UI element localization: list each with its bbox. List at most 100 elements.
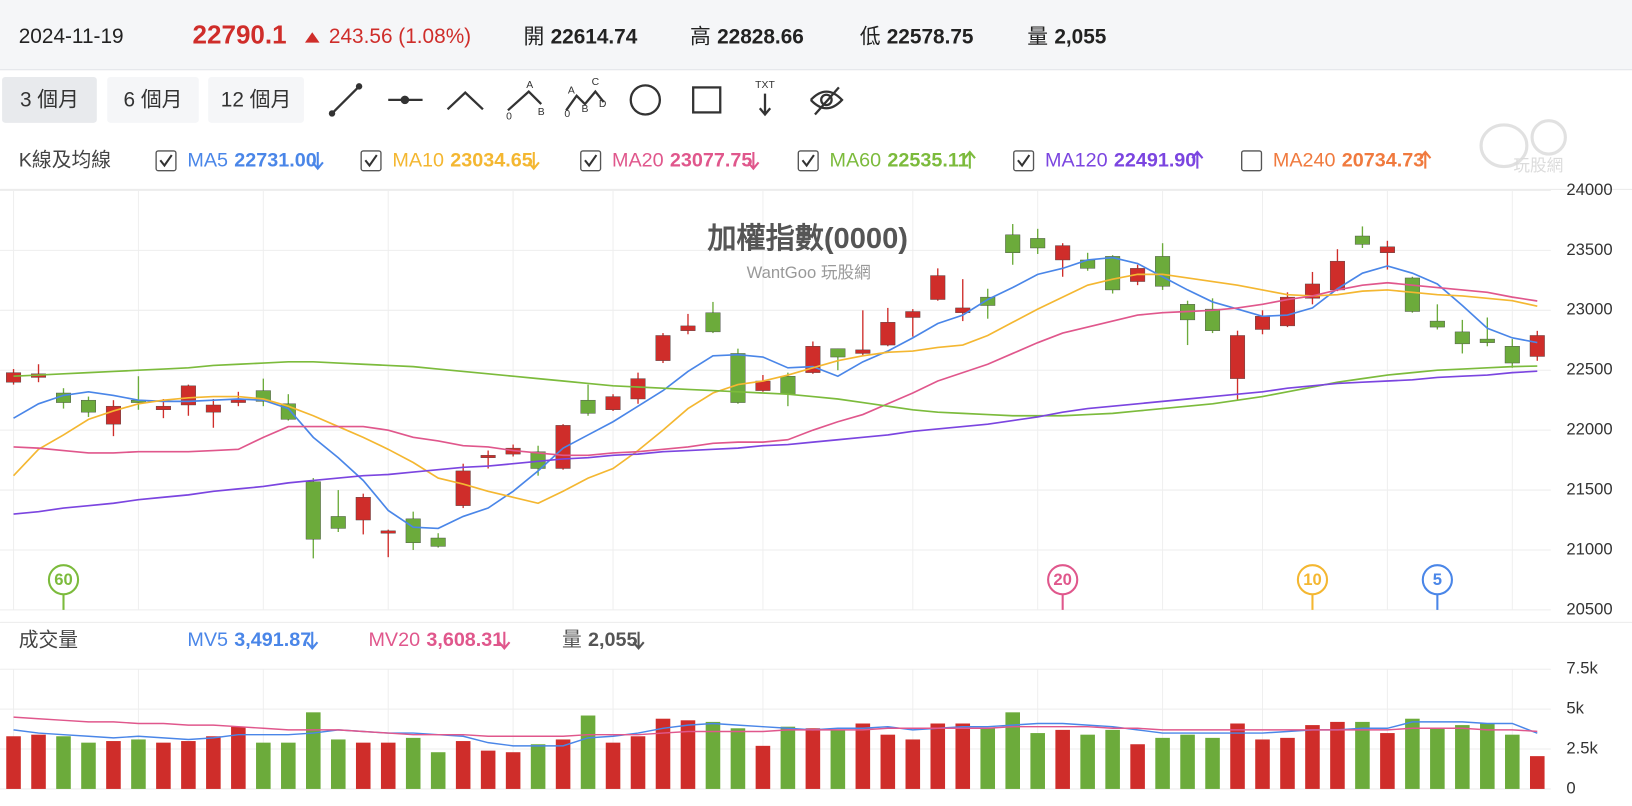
- volume-bar: [1480, 723, 1495, 789]
- trend-arrow: [306, 631, 319, 651]
- tool-dot: [400, 95, 410, 105]
- legend-item[interactable]: MA5 22731.00: [155, 150, 324, 172]
- tool-hide[interactable]: [809, 86, 844, 116]
- tool-line[interactable]: [331, 85, 360, 115]
- stat-label: 開: [524, 25, 545, 48]
- volume-bar: [181, 741, 196, 789]
- volume-bar: [555, 739, 571, 789]
- volume-bar: [1380, 733, 1395, 789]
- candle-body: [1429, 320, 1445, 328]
- y-tick-label: 24000: [1566, 180, 1612, 199]
- marker: [1296, 564, 1329, 596]
- legend-text: MA240 20734.73: [1273, 150, 1424, 172]
- y-tick-label: 21500: [1566, 479, 1612, 498]
- range-label[interactable]: 3 個月: [20, 88, 79, 111]
- stat: 量 2,055: [1027, 25, 1106, 48]
- tool-rect[interactable]: [692, 86, 722, 114]
- logo: 玩股網: [1479, 119, 1567, 175]
- volume-bar: [1130, 744, 1145, 789]
- legend-text: MA60 22535.11: [830, 150, 969, 172]
- tool-abcd[interactable]: [565, 89, 605, 111]
- range-button[interactable]: [107, 77, 199, 123]
- checkbox[interactable]: [580, 150, 602, 172]
- legend-name: MA240: [1273, 150, 1336, 172]
- trend-arrow: [747, 151, 760, 171]
- checkbox[interactable]: [155, 150, 177, 172]
- legend-name: MA10: [392, 150, 444, 172]
- legend-name: MV5: [187, 629, 228, 651]
- tool-chevron[interactable]: [446, 91, 484, 111]
- y-tick-label: 22500: [1566, 360, 1612, 379]
- volume-bar: [780, 726, 796, 789]
- ma-line: [13, 721, 1538, 747]
- volume-bar: [131, 739, 146, 789]
- legend-item[interactable]: MA60 22535.11: [797, 150, 976, 172]
- tool-eye: [820, 93, 833, 107]
- volume-bar: [1230, 723, 1245, 789]
- volume-bar: [1055, 729, 1070, 789]
- checkbox[interactable]: [1013, 150, 1035, 172]
- legend-item[interactable]: MA240 20734.73: [1241, 150, 1432, 172]
- checkbox[interactable]: [1241, 150, 1263, 172]
- candle-body: [1155, 256, 1171, 287]
- volume-bar: [980, 728, 996, 789]
- trend-arrow: [632, 631, 645, 651]
- volume-bar: [730, 728, 746, 789]
- candle-body: [430, 537, 446, 547]
- candle-body: [455, 470, 471, 506]
- legend-item[interactable]: MA120 22491.90: [1013, 150, 1204, 172]
- range-label[interactable]: 12 個月: [221, 88, 292, 111]
- candle-body: [180, 385, 196, 406]
- checkbox[interactable]: [797, 150, 819, 172]
- legend-value: 3,491.87: [234, 629, 311, 651]
- legend-value: 2,055: [588, 629, 637, 651]
- tool-abc[interactable]: [507, 90, 543, 112]
- volume-bar: [630, 736, 646, 789]
- tool-glyph: 0: [564, 109, 570, 120]
- volume-title: 成交量: [19, 629, 78, 651]
- range-button[interactable]: [2, 77, 97, 123]
- checkbox[interactable]: [360, 150, 382, 172]
- ma-line: [13, 370, 1538, 515]
- volume-bar: [306, 712, 321, 789]
- volume-bar: [755, 745, 771, 789]
- volume-bar: [1355, 721, 1370, 789]
- candle-body: [555, 425, 571, 469]
- legend-title: K線及均線: [19, 150, 111, 172]
- volume-bar: [1080, 734, 1095, 789]
- legend-item[interactable]: MA10 23034.65: [360, 150, 540, 172]
- volume-bar: [880, 734, 896, 789]
- candle-body: [405, 518, 421, 544]
- tool-circle[interactable]: [629, 84, 662, 116]
- candle-body: [655, 335, 671, 361]
- drawing-tools: [328, 83, 844, 117]
- legend-item[interactable]: MA20 23077.75: [580, 150, 760, 172]
- stat-label: 量: [1027, 25, 1048, 48]
- volume-bar: [405, 737, 421, 789]
- tool-glyph: D: [599, 99, 607, 110]
- candle-body: [80, 399, 96, 413]
- y-tick-label: 7.5k: [1566, 659, 1598, 678]
- checkmark: [1017, 154, 1031, 168]
- range-button[interactable]: [208, 77, 304, 123]
- volume-bar: [930, 723, 946, 789]
- volume-bar: [156, 742, 171, 789]
- legend-text: 量 2,055: [562, 629, 637, 651]
- volume-bar: [31, 734, 46, 789]
- volume-bar: [505, 752, 521, 789]
- candle-body: [780, 376, 796, 395]
- header-bar: [0, 0, 1632, 70]
- volume-bar: [430, 752, 446, 789]
- ma-line: [13, 716, 1538, 737]
- logo-icon: [1479, 123, 1529, 169]
- range-label[interactable]: 6 個月: [124, 88, 183, 111]
- trend-arrow: [311, 151, 324, 171]
- volume-bar: [655, 718, 671, 789]
- ma-line: [12, 273, 1538, 505]
- candle-body: [1279, 296, 1295, 327]
- legend-value: 23034.65: [450, 150, 532, 172]
- marker: [1047, 564, 1079, 596]
- tool-text[interactable]: [758, 93, 772, 117]
- volume-bar: [1255, 739, 1270, 789]
- volume-bar: [231, 726, 246, 789]
